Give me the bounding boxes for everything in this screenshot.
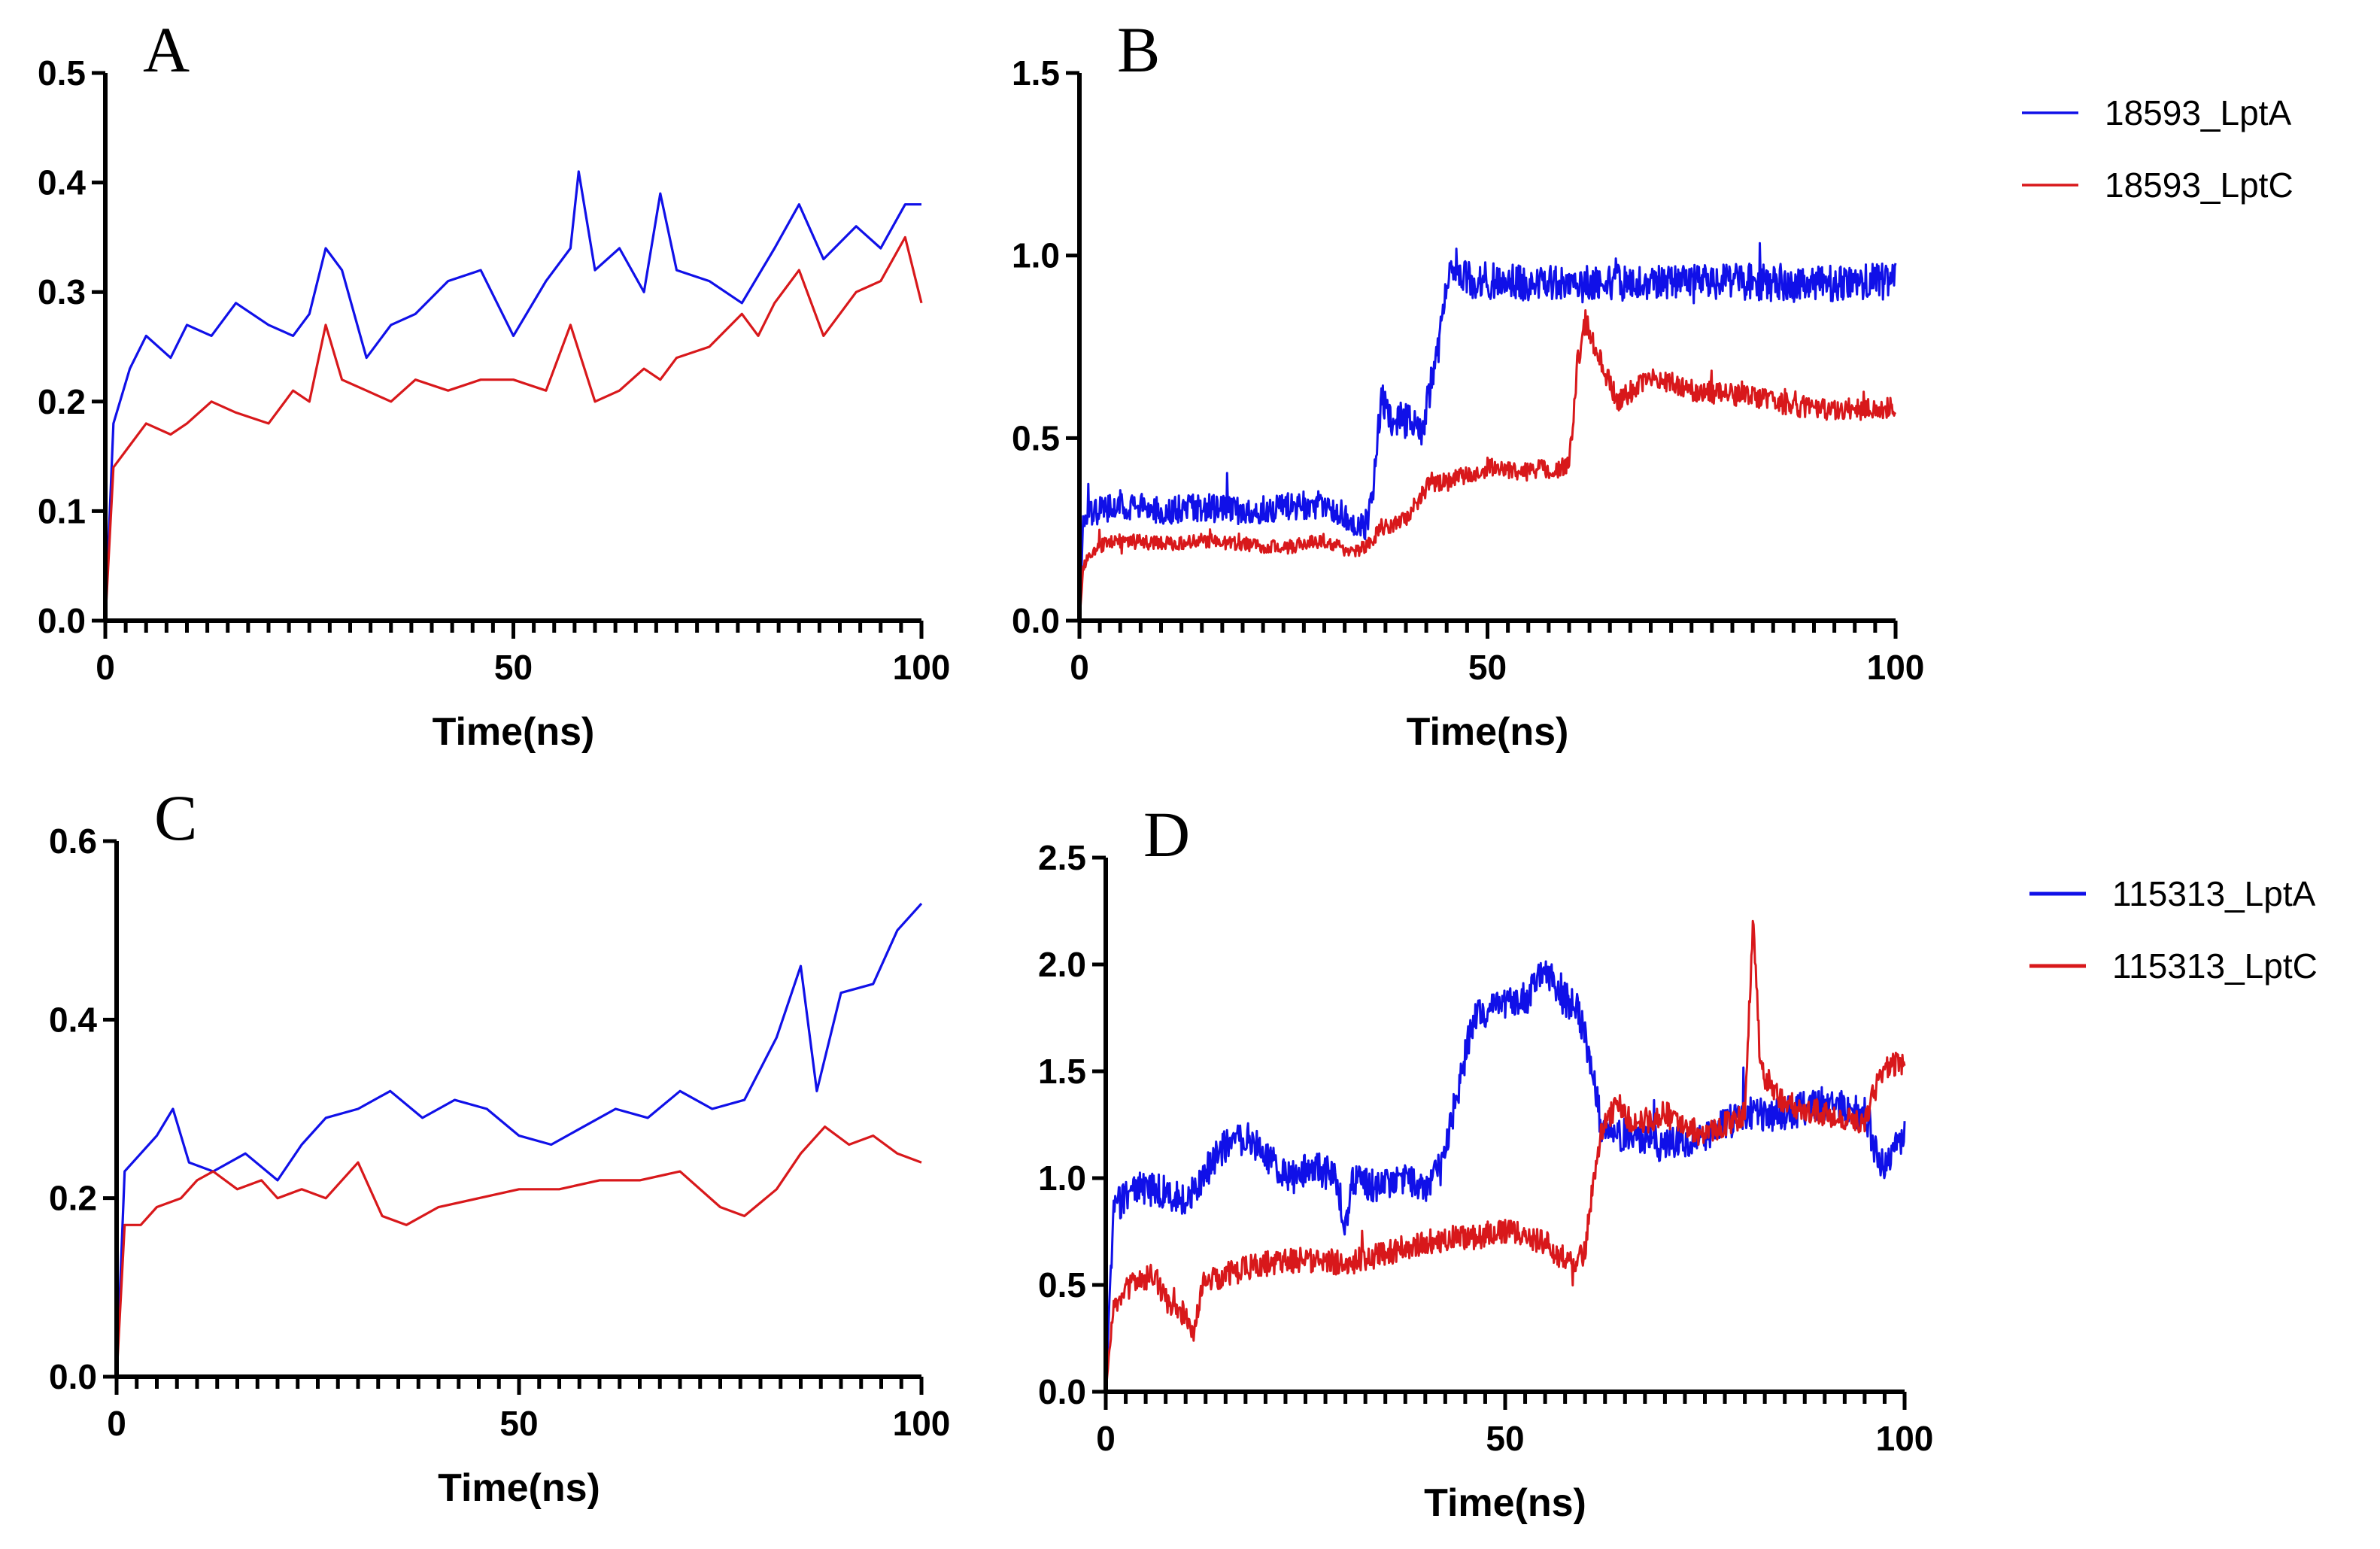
panel-d-x-tick-label: 50 bbox=[1486, 1419, 1524, 1458]
panel-b-letter: B bbox=[1117, 14, 1160, 86]
panel-c-y-tick-label: 0.0 bbox=[49, 1357, 97, 1396]
panel-d-x-tick-label: 0 bbox=[1096, 1419, 1116, 1458]
panel-d-y-tick-label: 0.0 bbox=[1038, 1372, 1086, 1411]
panel-b-legend-label: 18593_LptC bbox=[2105, 166, 2293, 205]
panel-a-x-axis-title: Time(ns) bbox=[433, 710, 595, 754]
panel-b-y-tick-label: 0.5 bbox=[1012, 418, 1060, 457]
panel-d-y-tick-label: 1.5 bbox=[1038, 1052, 1086, 1091]
panel-a-y-tick-label: 0.3 bbox=[38, 272, 86, 311]
panel-d-letter: D bbox=[1143, 798, 1190, 870]
panel-d-legend-label: 115313_LptA bbox=[2112, 874, 2316, 913]
panel-a-series-18593-lpta bbox=[104, 170, 921, 621]
panel-d-series-115313-lpta bbox=[1104, 960, 1906, 1393]
panel-d-x-tick-label: 100 bbox=[1876, 1419, 1934, 1458]
panel-c-x-tick-label: 50 bbox=[499, 1404, 538, 1443]
panel-d: D 0.0 0.5 1.0 1.5 2.0 2.5 0 50 100 Time(ns) 115313_… bbox=[1038, 798, 2318, 1525]
panel-b-x-axis-title: Time(ns) bbox=[1407, 710, 1569, 754]
panel-b-series-18593-lptc bbox=[1078, 309, 1897, 621]
panel-c-x-tick-label: 0 bbox=[107, 1404, 126, 1443]
panel-c-y-tick-label: 0.4 bbox=[49, 1000, 97, 1039]
panel-c-y-tick-label: 0.6 bbox=[49, 822, 97, 861]
panel-c-series-115313-lpta bbox=[115, 903, 923, 1377]
panel-a-x-tick-label: 50 bbox=[494, 648, 533, 687]
panel-b-series-18593-lpta bbox=[1078, 241, 1897, 621]
panel-b-y-tick-label: 1.0 bbox=[1012, 236, 1060, 275]
panel-d-y-tick-label: 2.5 bbox=[1038, 838, 1086, 877]
panel-a-y-tick-label: 0.2 bbox=[38, 382, 86, 421]
panel-c-letter: C bbox=[154, 782, 197, 854]
panel-a-y-tick-label: 0.4 bbox=[38, 163, 86, 202]
panel-d-legend-label: 115313_LptC bbox=[2112, 946, 2318, 986]
panel-a-x-tick-label: 100 bbox=[893, 648, 951, 687]
panel-d-y-tick-label: 0.5 bbox=[1038, 1265, 1086, 1305]
panel-a-y-tick-label: 0.5 bbox=[38, 53, 86, 93]
panel-a-y-tick-label: 0.0 bbox=[38, 601, 86, 640]
panel-a-letter: A bbox=[143, 14, 190, 86]
panel-b-y-tick-label: 1.5 bbox=[1012, 53, 1060, 93]
panel-c-x-tick-label: 100 bbox=[893, 1404, 951, 1443]
panel-d-y-tick-label: 1.0 bbox=[1038, 1159, 1086, 1198]
panel-b-x-tick-label: 0 bbox=[1070, 648, 1089, 687]
panel-c-series-115313-lptc bbox=[115, 1125, 922, 1377]
panel-b-x-tick-label: 50 bbox=[1468, 648, 1507, 687]
panel-a-y-tick-label: 0.1 bbox=[38, 491, 86, 530]
panel-c-x-axis-title: Time(ns) bbox=[438, 1466, 600, 1510]
panel-b: B 0.0 0.5 1.0 1.5 0 50 100 Time(ns) 18593_LptA 185… bbox=[1012, 14, 2293, 754]
panel-b-legend-label: 18593_LptA bbox=[2105, 93, 2291, 132]
panel-d-x-axis-title: Time(ns) bbox=[1424, 1481, 1586, 1525]
panel-c: C 0.0 0.2 0.4 0.6 0 50 100 Time(ns) bbox=[49, 782, 950, 1510]
panel-a-x-tick-label: 0 bbox=[96, 648, 115, 687]
panel-b-y-tick-label: 0.0 bbox=[1012, 601, 1060, 640]
panel-d-y-tick-label: 2.0 bbox=[1038, 945, 1086, 984]
panel-a-series-18593-lptc bbox=[104, 235, 923, 621]
panel-b-x-tick-label: 100 bbox=[1867, 648, 1925, 687]
panel-d-series-115313-lptc bbox=[1104, 919, 1906, 1393]
panel-c-y-tick-label: 0.2 bbox=[49, 1179, 97, 1218]
panel-a: A 0.0 0.1 0.2 0.3 0.4 0.5 0 50 100 Time(ns) bbox=[38, 14, 950, 754]
